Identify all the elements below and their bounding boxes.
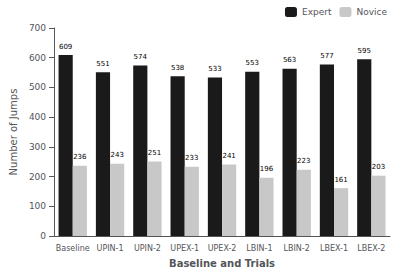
svg-text:243: 243 (110, 151, 123, 159)
svg-text:LBEX-2: LBEX-2 (357, 244, 385, 253)
svg-text:Baseline: Baseline (56, 244, 90, 253)
svg-text:Number of Jumps: Number of Jumps (8, 89, 19, 176)
svg-text:200: 200 (29, 172, 46, 182)
svg-text:563: 563 (283, 56, 296, 64)
svg-text:574: 574 (134, 53, 148, 61)
svg-text:553: 553 (246, 59, 259, 67)
svg-text:LBIN-2: LBIN-2 (284, 244, 310, 253)
svg-text:223: 223 (297, 157, 310, 165)
svg-text:UPIN-1: UPIN-1 (97, 244, 124, 253)
svg-text:251: 251 (148, 149, 161, 157)
svg-text:700: 700 (29, 23, 46, 33)
svg-text:LBIN-1: LBIN-1 (246, 244, 272, 253)
svg-text:400: 400 (29, 112, 46, 122)
svg-text:100: 100 (29, 201, 46, 211)
svg-text:241: 241 (222, 152, 235, 160)
svg-text:Expert: Expert (302, 7, 332, 17)
svg-text:203: 203 (372, 163, 385, 171)
svg-text:600: 600 (29, 53, 46, 63)
svg-text:551: 551 (96, 60, 109, 68)
svg-text:UPIN-2: UPIN-2 (134, 244, 161, 253)
svg-text:LBEX-1: LBEX-1 (320, 244, 348, 253)
svg-text:233: 233 (185, 154, 198, 162)
svg-text:538: 538 (171, 64, 184, 72)
svg-text:UPEX-2: UPEX-2 (208, 244, 237, 253)
svg-text:Novice: Novice (356, 7, 387, 17)
svg-text:500: 500 (29, 82, 46, 92)
svg-text:595: 595 (358, 47, 371, 55)
svg-text:Baseline and Trials: Baseline and Trials (169, 258, 275, 269)
svg-text:0: 0 (40, 231, 46, 241)
svg-text:300: 300 (29, 142, 46, 152)
svg-text:161: 161 (334, 176, 347, 184)
svg-text:196: 196 (260, 165, 274, 173)
svg-text:577: 577 (320, 52, 333, 60)
svg-text:UPEX-1: UPEX-1 (170, 244, 199, 253)
svg-text:236: 236 (73, 153, 87, 161)
svg-text:533: 533 (208, 65, 221, 73)
svg-text:609: 609 (59, 43, 72, 51)
